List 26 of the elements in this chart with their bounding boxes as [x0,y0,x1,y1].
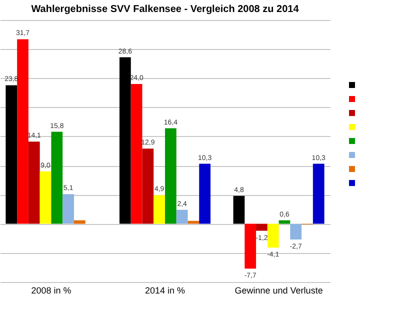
bar [290,224,302,240]
bar [6,85,18,224]
bar [154,195,165,224]
chart-title: Wahlergebnisse SVV Falkensee - Vergleich 2008 zu 2014 [31,4,300,15]
bar [130,84,142,224]
bar [165,128,176,224]
bar [17,39,28,224]
bar [74,220,86,224]
bar [119,57,131,224]
bar [199,164,211,224]
bar [176,210,188,224]
bar [256,224,268,231]
bar [312,164,324,224]
bar [51,132,63,224]
bar [28,142,40,224]
bar [62,194,74,224]
x-tick-label: Gewinne und Verluste [234,286,323,296]
bar [267,224,279,248]
x-tick-label: 2008 in % [31,286,72,296]
x-tick-label: 2014 in % [144,286,186,296]
bar [40,171,52,224]
bar [188,220,200,224]
bar [244,224,256,269]
bar [278,220,290,224]
bar [142,148,154,224]
bar [233,196,245,224]
